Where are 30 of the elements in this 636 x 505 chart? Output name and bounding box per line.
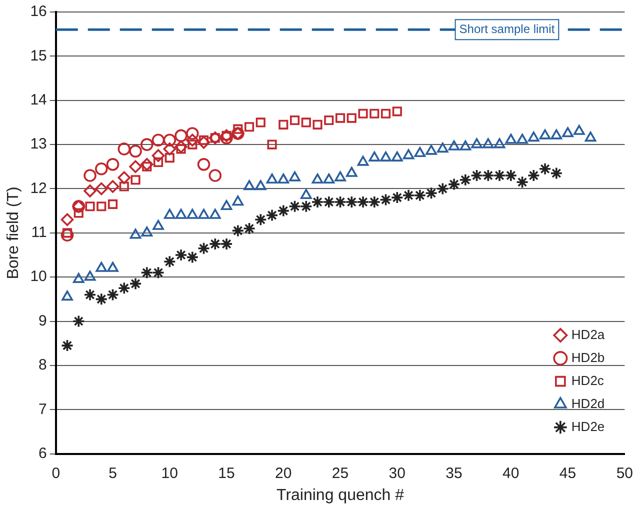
y-tick-label: 9 [38,312,47,330]
x-tick-label: 50 [616,464,633,482]
x-axis-title: Training quench # [276,486,404,504]
x-tick-label: 40 [502,464,520,482]
legend-label: HD2d [571,396,605,411]
x-tick-label: 30 [388,464,406,482]
legend-label: HD2b [571,350,605,365]
y-tick-label: 10 [30,268,47,286]
y-tick-label: 8 [38,356,47,374]
x-tick-label: 35 [446,464,462,482]
x-tick-label: 20 [275,464,292,482]
y-tick-label: 12 [30,180,47,197]
y-tick-label: 16 [30,3,47,20]
x-tick-label: 25 [332,464,349,482]
y-axis-title: Bore field (T) [5,186,22,280]
y-tick-label: 14 [30,92,47,108]
legend-label: HD2a [571,326,606,342]
y-tick-label: 13 [30,136,47,153]
ref-line-label: Short sample limit [459,22,556,36]
y-tick-label: 15 [30,47,47,64]
legend-label: HD2c [571,372,604,388]
y-tick-label: 6 [38,444,47,462]
x-tick-label: 15 [218,464,235,482]
x-tick-label: 45 [559,464,576,482]
x-tick-label: 10 [161,464,178,482]
y-tick-label: 11 [31,224,47,242]
x-tick-label: 5 [108,464,117,482]
legend-label: HD2e [571,418,605,434]
y-tick-label: 7 [38,400,47,418]
x-tick-label: 0 [52,464,60,482]
